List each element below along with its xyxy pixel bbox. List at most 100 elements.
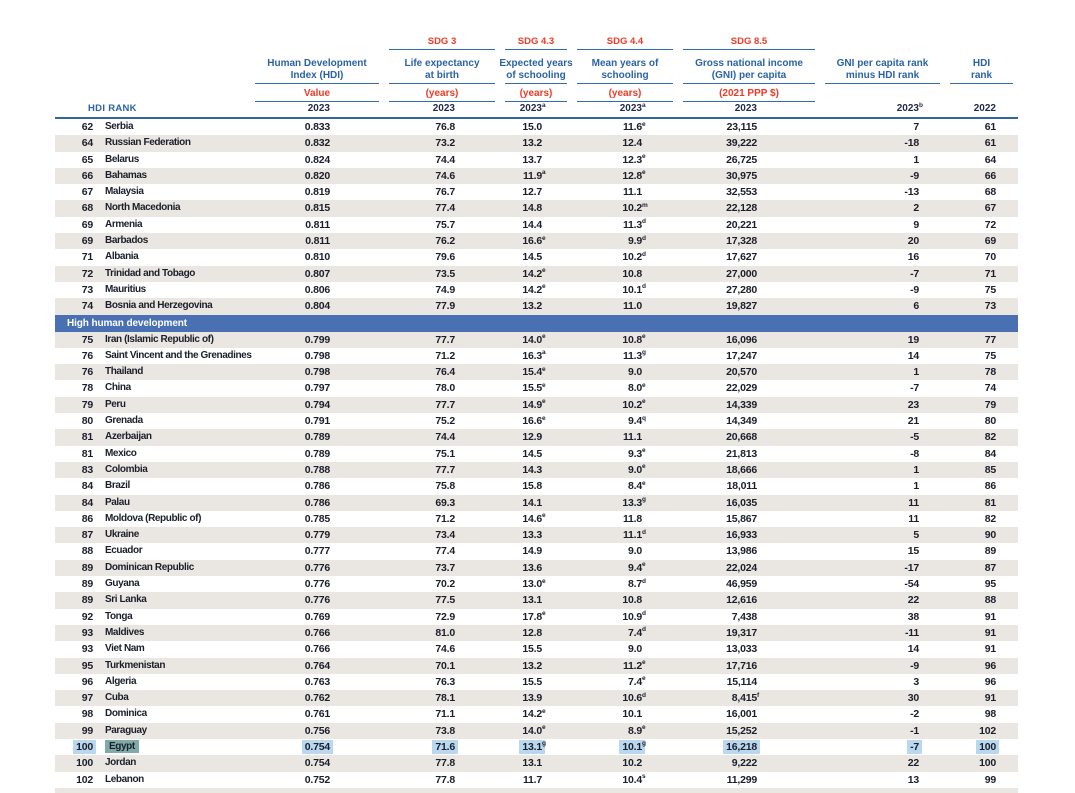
table-row: 100 Jordan 0.754 77.8 13.1 10.2 9,222 22 100 xyxy=(55,755,1018,772)
mean-schooling-cell: 8.9e xyxy=(628,724,646,737)
country-cell: Barbados xyxy=(105,235,148,247)
life-expectancy-cell: 77.8 xyxy=(435,757,455,770)
hdi-value-cell: 0.820 xyxy=(304,169,330,182)
life-expectancy-cell: 74.4 xyxy=(435,431,455,444)
expected-schooling-cell: 11.9a xyxy=(522,169,546,182)
hdi-rank-2022-cell: 82 xyxy=(984,512,996,525)
hdi-rank-2022-cell: 78 xyxy=(984,366,996,379)
hdi-rank-2022-cell: 66 xyxy=(984,169,996,182)
hdi-value-cell: 0.769 xyxy=(304,610,330,623)
hdi-value-cell: 0.791 xyxy=(304,415,330,428)
expected-schooling-cell: 14.1 xyxy=(522,496,542,509)
hdi-value-cell: 0.819 xyxy=(304,186,330,199)
expected-schooling-cell: 11.7 xyxy=(522,773,542,786)
table-row: 100 Egypt 0.754 71.6 13.1g 10.1g 16,218 -7 100 xyxy=(55,739,1018,755)
country-cell: North Macedonia xyxy=(105,202,181,214)
expected-schooling-cell: 15.8 xyxy=(522,480,542,493)
life-expectancy-cell: 81.0 xyxy=(435,626,455,639)
mean-schooling-cell: 9.0 xyxy=(628,643,642,656)
mean-schooling-cell: 9.3e xyxy=(628,447,646,460)
gni-rank-diff-cell: -18 xyxy=(904,137,919,150)
gni-unit: (2021 PPP $) xyxy=(683,81,815,102)
rank-cell: 98 xyxy=(81,708,93,721)
col-title-hdi: Human Development Index (HDI) xyxy=(250,47,384,84)
life-expectancy-cell: 76.4 xyxy=(435,366,455,379)
rank-cell: 83 xyxy=(81,463,93,476)
life-expectancy-cell: 79.6 xyxy=(435,251,455,264)
table-row: 71 Albania 0.810 79.6 14.5 10.2d 17,627 16 70 xyxy=(55,249,1018,265)
header-spacer xyxy=(97,47,250,81)
life-expectancy-cell: 73.8 xyxy=(435,724,455,737)
hdi-rank-2022-cell: 96 xyxy=(984,659,996,672)
expected-schooling-cell: 15.5 xyxy=(522,675,542,688)
gni-rank-diff-cell: 9 xyxy=(913,218,919,231)
mean-schooling-cell: 12.4 xyxy=(622,137,642,150)
hdi-rank-2022-cell: 74 xyxy=(984,382,996,395)
header-spacer xyxy=(55,30,97,47)
table-header: SDG 3 SDG 4.3 SDG 4.4 SDG 8.5 Human Deve… xyxy=(55,30,1018,119)
expected-schooling-cell: 13.2 xyxy=(522,300,542,313)
hdi-value-cell: 0.779 xyxy=(304,529,330,542)
header-title-row: Human Development Index (HDI) Life expect… xyxy=(55,47,1018,84)
life-expectancy-cell: 72.9 xyxy=(435,610,455,623)
table-row: 75 Iran (Islamic Republic of) 0.799 77.7 14.… xyxy=(55,331,1018,348)
expected-schooling-cell: 14.2e xyxy=(522,707,546,721)
rank-cell: 62 xyxy=(81,121,93,133)
expected-schooling-cell: 12.8 xyxy=(522,626,542,639)
expected-schooling-cell: 14.9 xyxy=(522,545,542,558)
gni-rank-diff-cell: 38 xyxy=(907,610,919,623)
hdi-value-cell: 0.833 xyxy=(304,121,330,133)
gni-rank-diff-cell: 21 xyxy=(907,415,919,428)
table-row: 66 Bahamas 0.820 74.6 11.9a 12.8e 30,975 -9 66 xyxy=(55,167,1018,185)
life-expectancy-cell: 78.1 xyxy=(435,692,455,705)
table-row: 76 Saint Vincent and the Grenadines 0.798 7… xyxy=(55,348,1018,364)
rank-cell: 79 xyxy=(81,398,93,411)
country-cell: Azerbaijan xyxy=(105,431,152,443)
table-row: 80 Grenada 0.791 75.2 16.6e 9.4q 14,349 21 80 xyxy=(55,413,1018,429)
gni-rank-diff-cell: 23 xyxy=(907,398,919,411)
hdi-value-cell: 0.810 xyxy=(304,251,330,264)
rank-cell: 64 xyxy=(81,137,93,150)
expected-schooling-cell: 14.5 xyxy=(522,251,542,264)
gni-rank-diff-cell: -8 xyxy=(910,447,919,460)
country-cell: Mexico xyxy=(105,447,137,459)
table-row: 83 Colombia 0.788 77.7 14.3 9.0e 18,666 1 85 xyxy=(55,461,1018,479)
rank-cell: 89 xyxy=(81,594,93,607)
rank-cell: 93 xyxy=(81,626,93,639)
sdg-label-gni: SDG 8.5 xyxy=(678,30,820,50)
gni-cell: 19,827 xyxy=(726,300,757,313)
table-row: 65 Belarus 0.824 74.4 13.7 12.3e 26,725 1 64 xyxy=(55,152,1018,168)
hdi-rank-2022-cell: 90 xyxy=(984,529,996,542)
country-cell: Albania xyxy=(105,251,139,263)
hdi-table: SDG 3 SDG 4.3 SDG 4.4 SDG 8.5 Human Deve… xyxy=(55,30,1018,793)
table-row: 95 Turkmenistan 0.764 70.1 13.2 11.2e 17,716 -9… xyxy=(55,657,1018,674)
table-row: 93 Viet Nam 0.766 74.6 15.5 9.0 13,033 14 91 xyxy=(55,641,1018,657)
cutoff-next-row xyxy=(55,787,1018,793)
table-row: 84 Brazil 0.786 75.8 15.8 8.4e 18,011 1 86 xyxy=(55,478,1018,494)
rank-cell: 67 xyxy=(81,186,93,199)
table-row: 96 Algeria 0.763 76.3 15.5 7.4e 15,114 3 96 xyxy=(55,674,1018,690)
table-row: 97 Cuba 0.762 78.1 13.9 10.6d 8,415f 30 91 xyxy=(55,690,1018,707)
year-hdi: 2023 xyxy=(307,103,330,114)
gni-cell: 16,933 xyxy=(726,529,757,542)
hdi-rank-2022-cell: 82 xyxy=(984,431,996,444)
life-expectancy-cell: 75.2 xyxy=(435,415,455,428)
rank-cell: 81 xyxy=(81,431,93,444)
country-cell: Malaysia xyxy=(105,186,144,198)
country-cell: Guyana xyxy=(105,578,140,590)
table-row: 86 Moldova (Republic of) 0.785 71.2 14.6e 11.… xyxy=(55,511,1018,527)
header-unit-row: Value (years) (years) (years) (2021 PPP … xyxy=(55,81,1018,102)
life-expectancy-cell: 70.2 xyxy=(435,578,455,591)
gni-rank-diff-cell: 1 xyxy=(913,463,919,476)
table-row: 69 Barbados 0.811 76.2 16.6e 9.9d 17,328 20 69 xyxy=(55,233,1018,250)
mean-schooling-cell: 10.8 xyxy=(622,267,642,280)
life-expectancy-cell: 69.3 xyxy=(435,496,455,509)
mean-schooling-cell: 9.4e xyxy=(628,561,646,574)
hdi-rank-label: HDI RANK xyxy=(88,103,137,114)
mean-schooling-cell: 11.0 xyxy=(622,300,642,313)
expected-schooling-cell: 15.4e xyxy=(522,365,546,379)
life-expectancy-cell: 71.2 xyxy=(435,349,455,362)
hdi-rank-2022-cell: 91 xyxy=(984,626,996,639)
table-row: 99 Paraguay 0.756 73.8 14.0e 8.9e 15,252 -1 102 xyxy=(55,722,1018,739)
expected-schooling-cell: 16.3a xyxy=(522,349,546,362)
